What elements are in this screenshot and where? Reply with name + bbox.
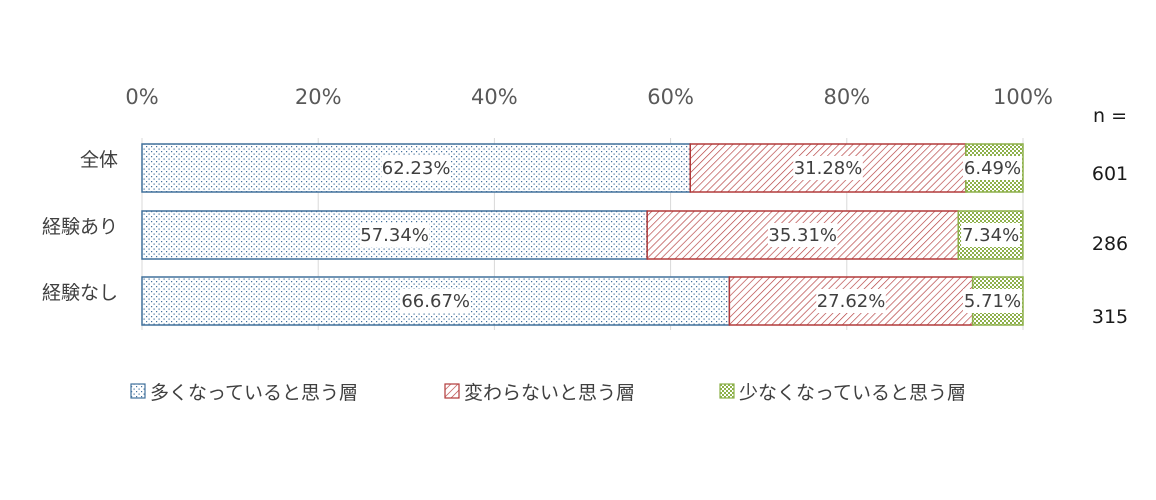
x-tick-label: 60% — [647, 85, 694, 109]
category-label: 経験なし — [42, 282, 118, 304]
data-label-backdrop — [359, 223, 430, 247]
x-tick-label: 40% — [471, 85, 518, 109]
data-label-backdrop — [381, 156, 451, 180]
legend-swatch — [444, 383, 460, 399]
bars — [141, 143, 1024, 326]
legend-label: 少なくなっていると思う層 — [739, 382, 966, 404]
n-column: n = 601 286 315 — [1092, 105, 1128, 328]
data-label-backdrop — [816, 289, 886, 313]
legend-swatch — [130, 383, 146, 399]
x-tick-label: 80% — [823, 85, 870, 109]
data-label-backdrop — [963, 156, 1022, 180]
x-axis: 0% 20% 40% 60% 80% 100% — [125, 85, 1053, 109]
data-label: 6.49% — [964, 158, 1021, 179]
data-label: 62.23% — [382, 158, 451, 179]
data-label: 7.34% — [962, 225, 1019, 246]
legend-label: 変わらないと思う層 — [464, 382, 635, 404]
data-label-backdrop — [963, 289, 1022, 313]
legend-swatch — [719, 383, 735, 399]
data-labels: 62.23% 31.28% 6.49% 57.34% 35.31% 7.34% 66.67%… — [359, 156, 1022, 313]
x-tick-label: 100% — [993, 85, 1053, 109]
data-label-backdrop — [793, 156, 863, 180]
x-tick-label: 0% — [125, 85, 158, 109]
n-header: n = — [1093, 105, 1127, 127]
category-label: 全体 — [80, 149, 118, 171]
data-label: 57.34% — [360, 225, 429, 246]
category-label: 経験あり — [42, 216, 118, 238]
data-label: 31.28% — [794, 158, 863, 179]
legend-label: 多くなっていると思う層 — [150, 382, 358, 404]
data-label: 66.67% — [401, 291, 470, 312]
data-label: 27.62% — [817, 291, 886, 312]
data-label: 35.31% — [768, 225, 837, 246]
x-tick-label: 20% — [295, 85, 342, 109]
n-value: 601 — [1092, 163, 1128, 185]
data-label-backdrop — [961, 223, 1021, 247]
data-label-backdrop — [400, 289, 471, 313]
data-label: 5.71% — [964, 291, 1021, 312]
n-value: 286 — [1092, 233, 1128, 255]
n-value: 315 — [1092, 306, 1128, 328]
bar-segment — [141, 143, 691, 193]
legend: 多くなっていると思う層 変わらないと思う層 少なくなっていると思う層 — [130, 382, 966, 404]
data-label-backdrop — [767, 223, 838, 247]
